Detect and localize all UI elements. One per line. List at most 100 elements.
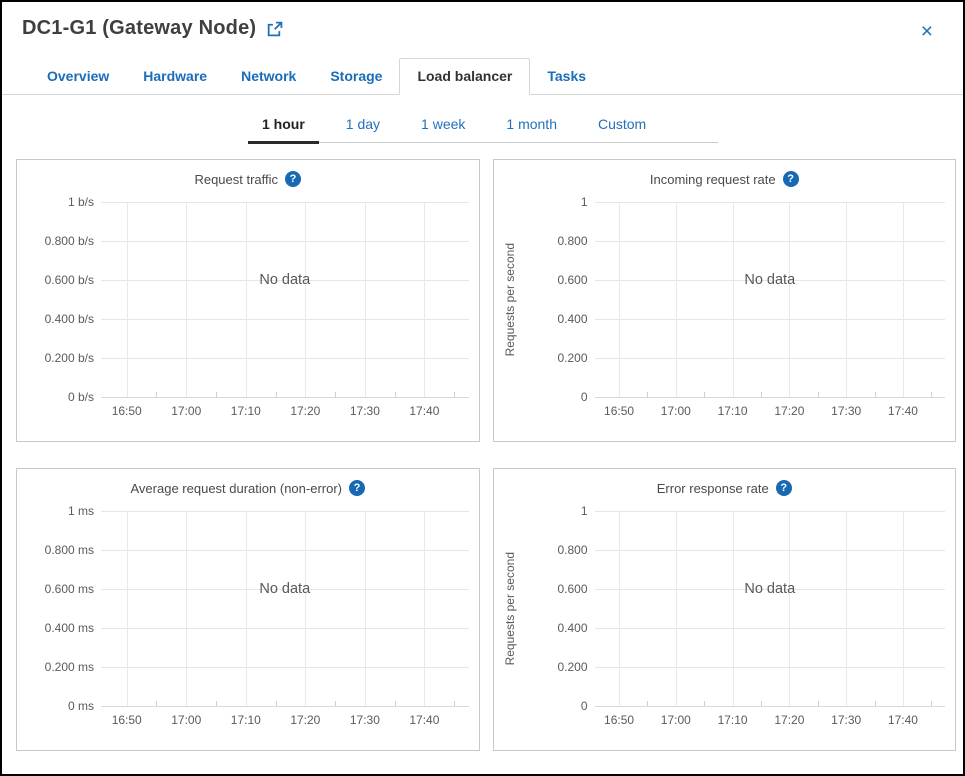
y-tick-label: 1 [580, 504, 588, 518]
x-axis-minor-tick [704, 392, 706, 397]
x-axis-minor-tick [760, 701, 762, 706]
help-icon[interactable]: ? [782, 171, 799, 187]
gridline-horizontal [101, 589, 469, 590]
time-range-selector: 1 hour 1 day 1 week 1 month Custom [248, 116, 718, 144]
x-axis-minor-tick [454, 392, 456, 397]
charts-grid: Request traffic ? 1 b/s 0.800 b/s 0.600 b/… [16, 159, 956, 751]
chart-area: 1 ms 0.800 ms 0.600 ms 0.400 ms 0.200 ms 0 ms… [25, 504, 471, 730]
y-tick-label: 1 b/s [67, 195, 94, 209]
y-tick-label: 0.400 ms [44, 621, 94, 635]
gridline-vertical [675, 511, 677, 706]
x-axis-minor-tick [931, 701, 933, 706]
gridline-vertical [245, 202, 247, 397]
gridline-horizontal [101, 706, 469, 707]
x-tick-label: 17:10 [230, 404, 261, 418]
gridline-horizontal [101, 667, 469, 668]
gridline-horizontal [101, 550, 469, 551]
tab-overview[interactable]: Overview [47, 68, 110, 84]
chart-title: Average request duration (non-error) [130, 480, 343, 496]
x-axis-minor-tick [874, 392, 876, 397]
tab-tasks[interactable]: Tasks [547, 68, 587, 84]
tab-storage[interactable]: Storage [330, 68, 383, 84]
help-icon[interactable]: ? [349, 480, 365, 496]
gridline-vertical [364, 202, 366, 397]
x-tick-label: 17:30 [349, 713, 380, 727]
gridline-vertical [675, 202, 677, 397]
range-1-month[interactable]: 1 month [506, 116, 557, 132]
x-tick-label: 17:40 [887, 713, 918, 727]
y-tick-label: 1 [580, 195, 588, 209]
range-1-day[interactable]: 1 day [345, 116, 381, 132]
chart-area: Requests per second 1 0.800 0.600 0.400 0.20… [502, 504, 948, 730]
chart-title: Incoming request rate [649, 171, 776, 187]
gridline-vertical [619, 202, 621, 397]
range-custom[interactable]: Custom [597, 116, 647, 132]
plot-area: 16:50 17:00 17:10 17:20 17:30 17:40 No data [101, 511, 469, 727]
gridline-horizontal [594, 358, 945, 359]
gridline-horizontal [594, 667, 945, 668]
x-tick-label: 17:10 [717, 713, 748, 727]
x-axis-minor-tick [394, 701, 396, 706]
page-title: DC1-G1 (Gateway Node) [22, 17, 257, 39]
x-axis-minor-tick [454, 701, 456, 706]
y-tick-label: 0.200 [557, 351, 588, 365]
x-tick-label: 17:10 [717, 404, 748, 418]
gridline-vertical [186, 511, 188, 706]
x-tick-label: 17:30 [349, 404, 380, 418]
x-tick-label: 16:50 [111, 404, 142, 418]
x-axis-minor-tick [647, 701, 649, 706]
tab-network[interactable]: Network [241, 68, 297, 84]
y-tick-label: 0 [580, 699, 588, 713]
tab-hardware[interactable]: Hardware [143, 68, 208, 84]
x-axis-minor-tick [216, 701, 218, 706]
gridline-horizontal [594, 511, 945, 512]
x-axis-minor-tick [874, 701, 876, 706]
gridline-vertical [902, 511, 904, 706]
gridline-horizontal [101, 319, 469, 320]
gridline-vertical [619, 511, 621, 706]
plot-area: 16:50 17:00 17:10 17:20 17:30 17:40 No data [594, 202, 945, 418]
x-axis-minor-tick [931, 392, 933, 397]
gridline-vertical [305, 511, 307, 706]
x-axis-minor-tick [216, 392, 218, 397]
tab-load-balancer[interactable]: Load balancer [399, 58, 531, 95]
no-data-label: No data [259, 272, 311, 289]
gridline-vertical [789, 202, 791, 397]
close-icon[interactable]: × [920, 20, 933, 43]
x-tick-label: 17:20 [774, 713, 805, 727]
y-tick-label: 0 ms [67, 699, 94, 713]
help-icon[interactable]: ? [285, 171, 302, 187]
y-tick-label: 0.400 [557, 621, 588, 635]
gridline-horizontal [101, 358, 469, 359]
chart-title: Request traffic [194, 171, 279, 187]
plot-area: 16:50 17:00 17:10 17:20 17:30 17:40 No data [594, 511, 945, 727]
y-axis-ticks: 1 0.800 0.600 0.400 0.200 0 [519, 195, 595, 404]
chart-panel-error-response-rate: Error response rate ? Requests per secon… [492, 468, 956, 751]
help-icon[interactable]: ? [775, 480, 792, 496]
external-link-icon[interactable] [266, 21, 283, 38]
x-tick-label: 16:50 [604, 404, 635, 418]
gridline-vertical [305, 202, 307, 397]
chart-panel-average-request-duration: Average request duration (non-error) ? 1… [16, 468, 480, 751]
y-axis-ticks: 1 0.800 0.600 0.400 0.200 0 [519, 504, 595, 713]
x-axis-minor-tick [817, 392, 819, 397]
x-tick-label: 17:20 [290, 404, 321, 418]
x-axis-minor-tick [275, 392, 277, 397]
y-tick-label: 0.800 [557, 543, 588, 557]
gridline-vertical [126, 511, 128, 706]
y-axis-title: Requests per second [503, 551, 517, 666]
x-axis-minor-tick [394, 392, 396, 397]
x-axis-minor-tick [817, 701, 819, 706]
gridline-vertical [732, 511, 734, 706]
chart-area: 1 b/s 0.800 b/s 0.600 b/s 0.400 b/s 0.200 b/… [25, 195, 471, 421]
gridline-horizontal [594, 241, 945, 242]
plot-area: 16:50 17:00 17:10 17:20 17:30 17:40 No data [101, 202, 469, 418]
gridline-vertical [424, 511, 426, 706]
x-tick-label: 17:00 [171, 713, 202, 727]
range-1-hour[interactable]: 1 hour [248, 116, 319, 144]
x-tick-label: 17:00 [171, 404, 202, 418]
y-tick-label: 0.600 b/s [44, 273, 94, 287]
x-tick-label: 16:50 [111, 713, 142, 727]
x-tick-label: 17:30 [831, 404, 862, 418]
range-1-week[interactable]: 1 week [421, 116, 466, 132]
